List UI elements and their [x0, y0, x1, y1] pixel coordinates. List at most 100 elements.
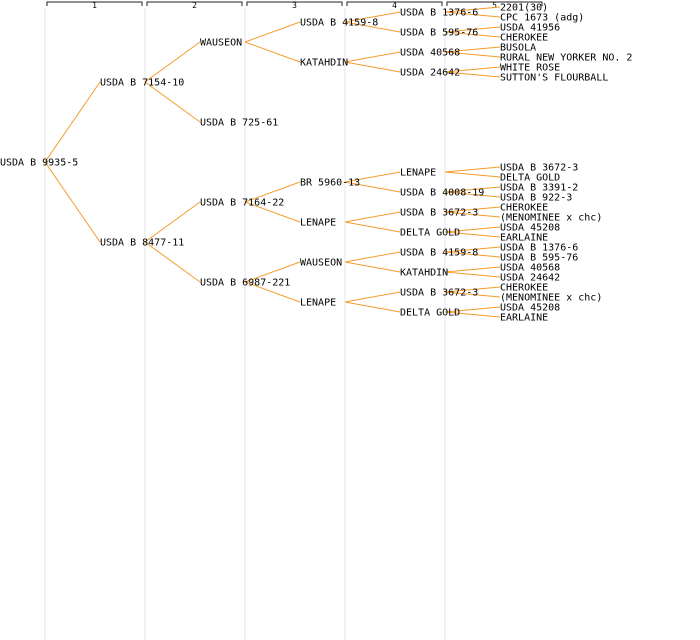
pedigree-edge — [44, 81, 101, 163]
pedigree-edge — [244, 281, 301, 303]
generation-label-2: 2 — [192, 1, 197, 10]
pedigree-edge — [444, 11, 501, 18]
node-gen6: USDA B 922-3 — [500, 193, 572, 204]
pedigree-edge — [44, 161, 101, 243]
node-gen1: USDA B 9935-5 — [0, 158, 78, 169]
node-gen2: USDA B 8477-11 — [100, 238, 184, 249]
node-gen6: CPC 1673 (adg) — [500, 13, 584, 24]
node-gen6: CHEROKEE — [500, 33, 548, 44]
pedigree-edge — [444, 171, 501, 178]
node-gen6: CHEROKEE — [500, 203, 548, 214]
node-gen4: USDA B 4159-8 — [300, 18, 378, 29]
pedigree-edge — [444, 226, 501, 233]
pedigree-edge — [244, 201, 301, 223]
pedigree-edge — [444, 246, 501, 253]
pedigree-edge — [344, 181, 401, 193]
pedigree-edge — [444, 186, 501, 193]
pedigree-edge — [444, 31, 501, 38]
node-gen6: EARLAINE — [500, 313, 548, 324]
node-gen5: LENAPE — [400, 168, 436, 179]
node-gen4: WAUSEON — [300, 258, 342, 269]
pedigree-edge — [444, 191, 501, 198]
node-gen6: WHITE ROSE — [500, 63, 560, 74]
pedigree-edge — [344, 21, 401, 33]
node-gen6: (MENOMINEE x chc) — [500, 213, 602, 224]
pedigree-edge — [444, 291, 501, 298]
node-gen3: USDA B 725-61 — [200, 118, 278, 129]
pedigree-edge — [444, 66, 501, 73]
pedigree-edge — [144, 241, 201, 283]
pedigree-edge — [444, 306, 501, 313]
generation-label-1: 1 — [92, 1, 97, 10]
pedigree-edge — [444, 51, 501, 58]
node-gen6: USDA 41956 — [500, 23, 560, 34]
node-gen6: USDA B 3672-3 — [500, 163, 578, 174]
pedigree-edge — [344, 251, 401, 263]
pedigree-edge — [444, 251, 501, 258]
node-gen3: USDA B 6987-221 — [200, 278, 290, 289]
pedigree-edge — [444, 266, 501, 273]
pedigree-edge — [444, 271, 501, 278]
pedigree-edge — [144, 81, 201, 123]
pedigree-edge — [344, 301, 401, 313]
node-gen6: USDA B 3391-2 — [500, 183, 578, 194]
node-gen5: USDA B 4159-8 — [400, 248, 478, 259]
node-gen4: KATAHDIN — [300, 58, 348, 69]
pedigree-edge — [344, 291, 401, 303]
node-gen6: USDA 40568 — [500, 263, 560, 274]
pedigree-edge — [344, 171, 401, 183]
generation-bracket-1 — [46, 1, 143, 6]
pedigree-edge — [144, 41, 201, 83]
pedigree-edge — [344, 11, 401, 23]
node-gen6: BUSOLA — [500, 43, 536, 54]
node-gen6: USDA 24642 — [500, 273, 560, 284]
pedigree-edge — [444, 166, 501, 173]
pedigree-edge — [344, 261, 401, 273]
node-gen5: KATAHDIN — [400, 268, 448, 279]
node-gen5: USDA 24642 — [400, 68, 460, 79]
pedigree-edge — [444, 206, 501, 213]
node-gen4: LENAPE — [300, 298, 336, 309]
node-gen6: EARLAINE — [500, 233, 548, 244]
generation-bracket-5 — [446, 1, 543, 6]
node-gen6: (MENOMINEE x chc) — [500, 293, 602, 304]
generation-guides — [44, 8, 446, 640]
node-gen4: BR 5960-13 — [300, 178, 360, 189]
pedigree-edge — [344, 221, 401, 233]
node-gen6: DELTA GOLD — [500, 173, 560, 184]
node-gen6: CHEROKEE — [500, 283, 548, 294]
pedigree-edge — [244, 261, 301, 283]
pedigree-edge — [444, 26, 501, 33]
pedigree-edge — [244, 21, 301, 43]
node-gen6: 2201(30) — [500, 3, 548, 14]
generation-label-5: 5 — [492, 1, 497, 10]
generation-bracket-3 — [246, 1, 343, 6]
node-gen3: WAUSEON — [200, 38, 242, 49]
pedigree-edge — [244, 181, 301, 203]
pedigree-edge — [444, 231, 501, 238]
pedigree-edge — [244, 41, 301, 63]
generation-bracket-4 — [346, 1, 443, 6]
generation-label-4: 4 — [392, 1, 397, 10]
node-gen5: USDA 40568 — [400, 48, 460, 59]
node-gen6: USDA 45208 — [500, 223, 560, 234]
pedigree-edge — [444, 211, 501, 218]
node-gen5: USDA B 4008-19 — [400, 188, 484, 199]
node-gen6: USDA B 595-76 — [500, 253, 578, 264]
pedigree-edge — [444, 6, 501, 13]
pedigree-edge — [444, 286, 501, 293]
node-gen6: SUTTON'S FLOURBALL — [500, 73, 608, 84]
generation-label-3: 3 — [292, 1, 297, 10]
node-gen5: USDA B 1376-6 — [400, 8, 478, 19]
generation-headers: 1 2 3 4 5 — [46, 1, 543, 10]
node-gen5: USDA B 3672-3 — [400, 208, 478, 219]
node-gen6: USDA B 1376-6 — [500, 243, 578, 254]
node-gen5: USDA B 3672-3 — [400, 288, 478, 299]
generation-bracket-2 — [146, 1, 243, 6]
node-gen3: USDA B 7164-22 — [200, 198, 284, 209]
node-gen5: DELTA GOLD — [400, 308, 460, 319]
node-gen6: USDA 45208 — [500, 303, 560, 314]
pedigree-edge — [444, 46, 501, 53]
node-gen2: USDA B 7154-10 — [100, 78, 184, 89]
